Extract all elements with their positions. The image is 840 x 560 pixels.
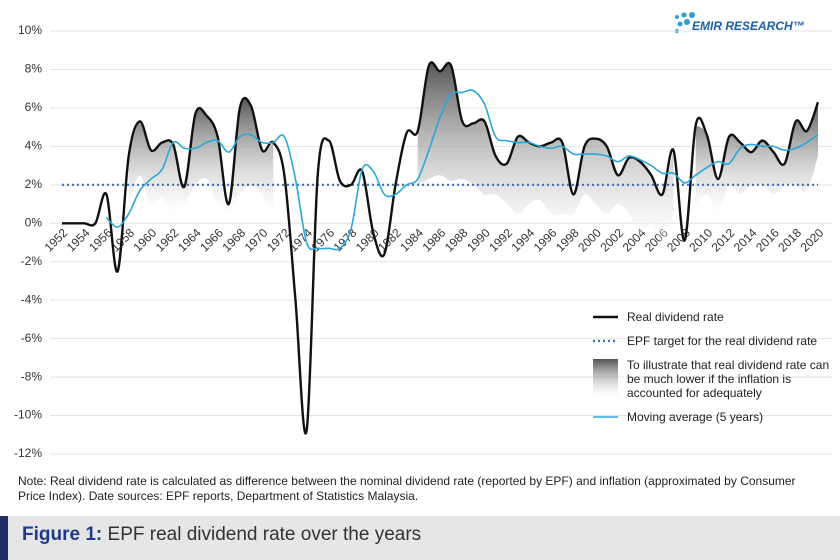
x-tick-label: 2008 [664, 226, 693, 255]
area [128, 98, 274, 214]
y-tick-label: -10% [14, 408, 42, 422]
caption-stripe [0, 516, 8, 560]
x-tick-label: 1976 [308, 226, 337, 255]
y-tick-label: -2% [21, 254, 43, 268]
x-tick-label: 1990 [464, 226, 493, 255]
brand: EMIR RESEARCH™ [692, 19, 805, 33]
y-tick-label: 0% [25, 215, 43, 229]
y-tick-label: -8% [21, 369, 43, 383]
y-tick-label: -6% [21, 331, 43, 345]
y-tick-label: 6% [25, 100, 43, 114]
x-tick-label: 2010 [686, 226, 715, 255]
x-tick-label: 1964 [175, 226, 204, 255]
x-tick-label: 1968 [219, 226, 248, 255]
y-tick-label: -4% [21, 292, 43, 306]
legend-label: EPF target for the real dividend rate [627, 334, 818, 348]
line [62, 61, 820, 435]
x-tick-label: 2012 [709, 226, 738, 255]
caption-bar [0, 516, 840, 560]
x-tick-label: 1996 [531, 226, 560, 255]
x-tick-label: 1954 [64, 226, 93, 255]
x-tick-label: 1986 [420, 226, 449, 255]
area [417, 62, 674, 243]
x-tick-label: 2020 [798, 226, 827, 255]
y-tick-label: 10% [18, 23, 42, 37]
x-tick-label: 1960 [131, 226, 160, 255]
caption: Figure 1: EPF real dividend rate over th… [22, 524, 421, 546]
x-tick-label: 1994 [509, 226, 538, 255]
x-tick-label: 1984 [397, 226, 426, 255]
chart: 10% 8% 6% 4% 2% 0% -2% -4% -6% -8% -10% -12% 1952195… [14, 12, 832, 460]
caption-text: EPF real dividend rate over the years [107, 524, 422, 545]
x-tick-label: 1992 [486, 226, 515, 255]
x-tick-label: 1988 [442, 226, 471, 255]
area [695, 102, 818, 214]
x-tick-label: 1970 [242, 226, 271, 255]
note: Note: Real dividend rate is calculated a… [18, 474, 796, 503]
x-tick-label: 2002 [597, 226, 626, 255]
legend-label: To illustrate that real dividend rate ca… [627, 358, 830, 400]
y-tick-label: 8% [25, 62, 43, 76]
line [105, 89, 819, 251]
x-tick-label: 2018 [775, 226, 804, 255]
x-tick-label: 2000 [575, 226, 604, 255]
legend-symbol [593, 359, 618, 397]
y-tick-label: 4% [25, 139, 43, 153]
figure-label: Figure 1: [22, 524, 103, 545]
x-tick-label: 1966 [197, 226, 226, 255]
y-tick-label: -12% [14, 446, 42, 460]
legend-label: Moving average (5 years) [627, 410, 764, 424]
x-tick-label: 1998 [553, 226, 582, 255]
x-tick-label: 1952 [42, 226, 71, 255]
y-tick-label: 2% [25, 177, 43, 191]
x-tick-label: 2016 [753, 226, 782, 255]
legend-label: Real dividend rate [627, 310, 724, 324]
x-tick-label: 1962 [153, 226, 182, 255]
x-tick-label: 2014 [731, 226, 760, 255]
